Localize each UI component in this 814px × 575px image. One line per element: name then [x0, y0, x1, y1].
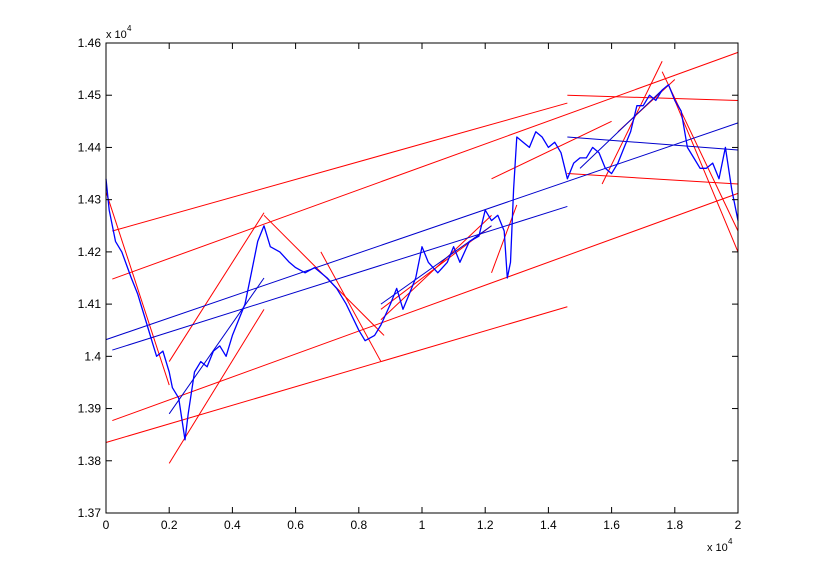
- x-tick-label: 1.4: [540, 518, 557, 532]
- y-tick-label: 1.42: [78, 245, 102, 259]
- channel-line-6: [168, 212, 265, 362]
- channel-line-2: [112, 51, 739, 280]
- x-tick-label: 1.2: [477, 518, 494, 532]
- trend-line-1: [105, 122, 739, 341]
- trend-line-4: [168, 277, 265, 415]
- y-tick-label: 1.4: [84, 349, 101, 363]
- x-tick-label: 1.8: [666, 518, 683, 532]
- channel-line-16: [601, 61, 663, 185]
- y-tick-label: 1.39: [78, 402, 102, 416]
- x-tick-label: 1.6: [603, 518, 620, 532]
- x-tick-label: 0: [103, 518, 110, 532]
- series-layer: [105, 51, 739, 464]
- channel-line-3: [112, 192, 739, 422]
- y-tick-label: 1.37: [78, 506, 102, 520]
- channel-line-4: [105, 306, 568, 443]
- channel-line-19: [661, 71, 739, 232]
- tick-layer: 0 0.2 0.4 0.6 0.8 1 1.2 1.4 1.6 1.8 2 1.37 1.38 1.39 1…: [78, 36, 742, 532]
- channel-line-9: [320, 251, 382, 362]
- x-multiplier-exponent: 4: [728, 537, 733, 546]
- x-tick-label: 0.2: [161, 518, 178, 532]
- y-tick-label: 1.43: [78, 193, 102, 207]
- x-multiplier-label: x 10: [707, 542, 728, 554]
- channel-line-5: [105, 191, 170, 386]
- trend-line-6: [579, 89, 663, 169]
- x-tick-label: 2: [735, 518, 742, 532]
- y-tick-label: 1.44: [78, 140, 102, 154]
- channel-line-1: [112, 102, 568, 232]
- x-tick-label: 0.8: [350, 518, 367, 532]
- y-tick-label: 1.46: [78, 36, 102, 50]
- x-tick-label: 1: [419, 518, 426, 532]
- channel-line-15: [567, 173, 739, 185]
- x-tick-label: 0.6: [287, 518, 304, 532]
- y-tick-label: 1.45: [78, 88, 102, 102]
- channel-line-13: [491, 120, 612, 180]
- y-multiplier-exponent: 4: [127, 24, 132, 33]
- trend-line-2: [112, 205, 568, 351]
- price-series-line: [105, 84, 739, 441]
- x-tick-label: 0.4: [224, 518, 241, 532]
- y-tick-label: 1.38: [78, 454, 102, 468]
- trend-line-3: [567, 136, 739, 151]
- channel-line-18: [674, 100, 739, 253]
- y-multiplier-label: x 10: [106, 29, 127, 41]
- y-tick-label: 1.41: [78, 297, 102, 311]
